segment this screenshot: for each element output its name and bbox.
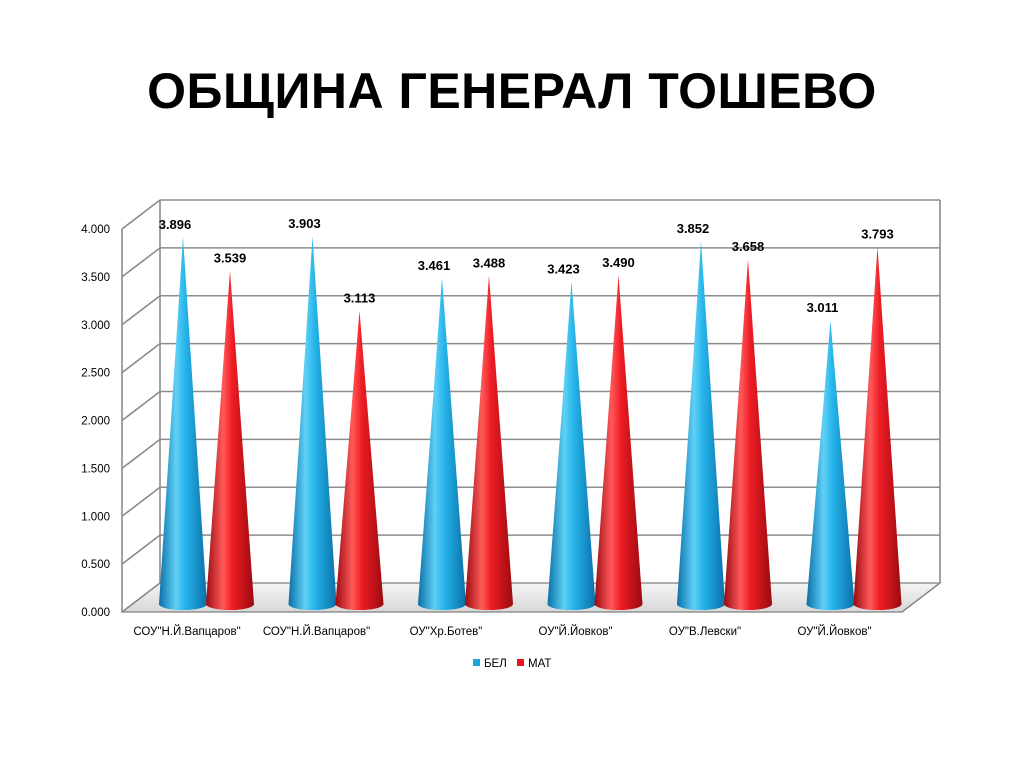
y-tick-label: 4.000 [81,224,110,236]
y-axis-ticks: 0.000 0.500 1.000 1.500 2.000 2.500 3.000 3.500… [81,224,110,619]
cone-bel-4 [547,281,596,610]
category-label: СОУ"Н.Й.Вапцаров" [133,625,240,638]
y-tick-label: 1.500 [81,463,110,475]
y-tick-label: 2.000 [81,416,110,428]
cone-bel-2 [288,236,337,610]
side-gridline [121,247,161,278]
side-gridline [121,486,161,517]
category-label: ОУ"Хр.Ботев" [410,626,483,638]
legend-label-mat: МАТ [528,658,551,670]
category-label: ОУ"В.Левски" [669,626,741,638]
data-labels: 3.896 3.539 3.903 3.113 3.461 3.488 3.423 3.490… [159,216,894,315]
data-label: 3.896 [159,217,192,232]
data-label: 3.113 [344,291,376,306]
side-gridline [121,342,161,374]
side-gridline [121,534,161,565]
cone-mat-4 [594,275,643,610]
legend: БЕЛ МАТ [473,658,551,670]
legend-swatch-mat [517,659,524,666]
y-tick-label: 3.500 [81,272,110,284]
data-label: 3.539 [214,250,247,265]
data-label: 3.903 [288,216,321,231]
y-tick-label: 2.500 [81,368,110,380]
side-gridline [121,390,161,422]
data-label: 3.793 [861,227,894,242]
slide-title: ОБЩИНА ГЕНЕРАЛ ТОШЕВО [147,63,877,119]
data-label: 3.490 [602,255,635,270]
cone-mat-1 [206,270,254,610]
data-label: 3.011 [807,300,839,315]
side-gridline [121,438,161,470]
cone-bel-5 [677,240,725,610]
cone-mat-5 [724,259,772,610]
cone-mat-2 [335,310,384,610]
side-gridline [121,295,161,326]
chart-cones [159,236,902,610]
data-label: 3.461 [418,258,451,273]
side-gridline [121,199,161,230]
category-labels: СОУ"Н.Й.Вапцаров" СОУ"Н.Й.Вапцаров" ОУ"Хр.… [133,625,871,638]
data-label: 3.658 [732,239,765,254]
side-gridline [121,582,161,613]
legend-label-bel: БЕЛ [484,658,507,670]
cone-bel-6 [806,320,855,610]
cone-mat-6 [853,246,902,610]
y-tick-label: 0.500 [81,559,110,571]
legend-swatch-bel [473,659,480,666]
data-label: 3.852 [677,221,710,236]
data-label: 3.488 [473,255,506,270]
y-tick-label: 3.000 [81,320,110,332]
category-label: ОУ"Й.Йовков" [797,625,871,638]
category-label: ОУ"Й.Йовков" [538,625,612,638]
y-tick-label: 1.000 [81,511,110,523]
floor-edge [901,582,941,613]
y-tick-label: 0.000 [81,607,110,619]
category-label: СОУ"Н.Й.Вапцаров" [263,625,370,638]
cone-bel-3 [418,277,466,610]
cone-bel-1 [159,236,207,610]
cone-mat-3 [465,275,513,610]
data-label: 3.423 [547,261,580,276]
